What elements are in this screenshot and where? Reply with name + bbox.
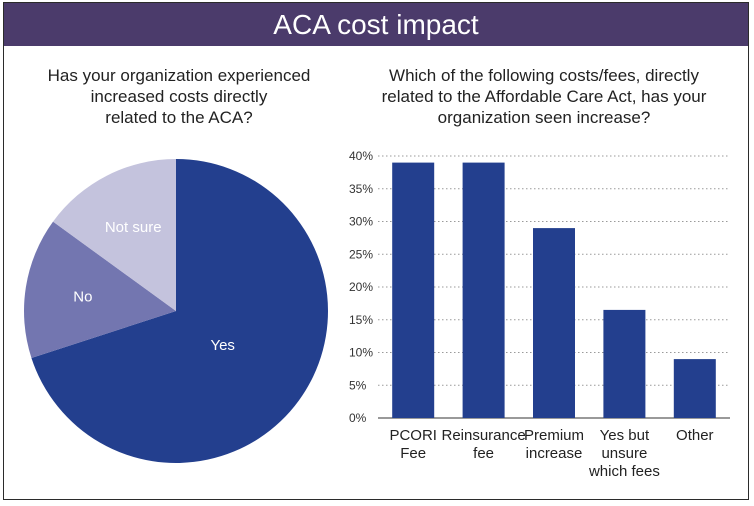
- y-tick-label: 20%: [349, 280, 373, 294]
- x-tick-label: Yes but unsure which fees: [588, 427, 660, 480]
- bar-title-line: organization seen increase?: [437, 108, 651, 127]
- pie-title-line: increased costs directly: [90, 87, 268, 106]
- x-tick-label: PCORI Fee: [389, 427, 437, 462]
- pie-label-yes: Yes: [210, 337, 234, 354]
- pie-label-not-sure: Not sure: [105, 219, 162, 236]
- bar-pcori-fee: [392, 162, 435, 418]
- bar-premium-increase: [533, 228, 575, 418]
- y-tick-label: 0%: [349, 411, 367, 425]
- chart-frame: ACA cost impact Has your organization ex…: [3, 2, 749, 500]
- y-tick-label: 35%: [349, 182, 373, 196]
- y-tick-label: 30%: [349, 215, 373, 229]
- y-tick-label: 40%: [349, 149, 373, 163]
- bar-chart-title: Which of the following costs/fees, direc…: [349, 65, 739, 128]
- bar-chart: 0% 5% 10% 15% 20% 25% 30% 35% 40% PCORI FeeReinsur…: [349, 149, 730, 480]
- pie-slice-yes: [31, 159, 329, 463]
- pie-chart-title: Has your organization experienced increa…: [29, 65, 329, 128]
- y-tick-label: 5%: [349, 378, 367, 392]
- bar-title-line: Which of the following costs/fees, direc…: [389, 66, 699, 85]
- y-tick-label: 15%: [349, 313, 373, 327]
- bar-title-line: related to the Affordable Care Act, has …: [381, 87, 707, 106]
- pie-chart: Yes No Not sure: [24, 159, 329, 463]
- pie-title-line: Has your organization experienced: [47, 66, 311, 85]
- y-tick-label: 25%: [349, 247, 373, 261]
- bar-reinsurance-fee: [462, 162, 505, 418]
- pie-title-line: related to the ACA?: [105, 108, 253, 127]
- pie-slice-no: [24, 221, 177, 358]
- page-title: ACA cost impact: [4, 3, 748, 46]
- x-tick-label: Other: [676, 427, 714, 444]
- pie-label-no: No: [73, 288, 92, 305]
- bar-yes-but-unsure-which-fees: [603, 309, 646, 418]
- x-tick-label: Reinsurance fee: [441, 427, 525, 462]
- pie-slice-not-sure: [53, 159, 176, 311]
- x-tick-label: Premium increase: [524, 427, 584, 462]
- bar-other: [673, 359, 716, 418]
- y-tick-label: 10%: [349, 346, 373, 360]
